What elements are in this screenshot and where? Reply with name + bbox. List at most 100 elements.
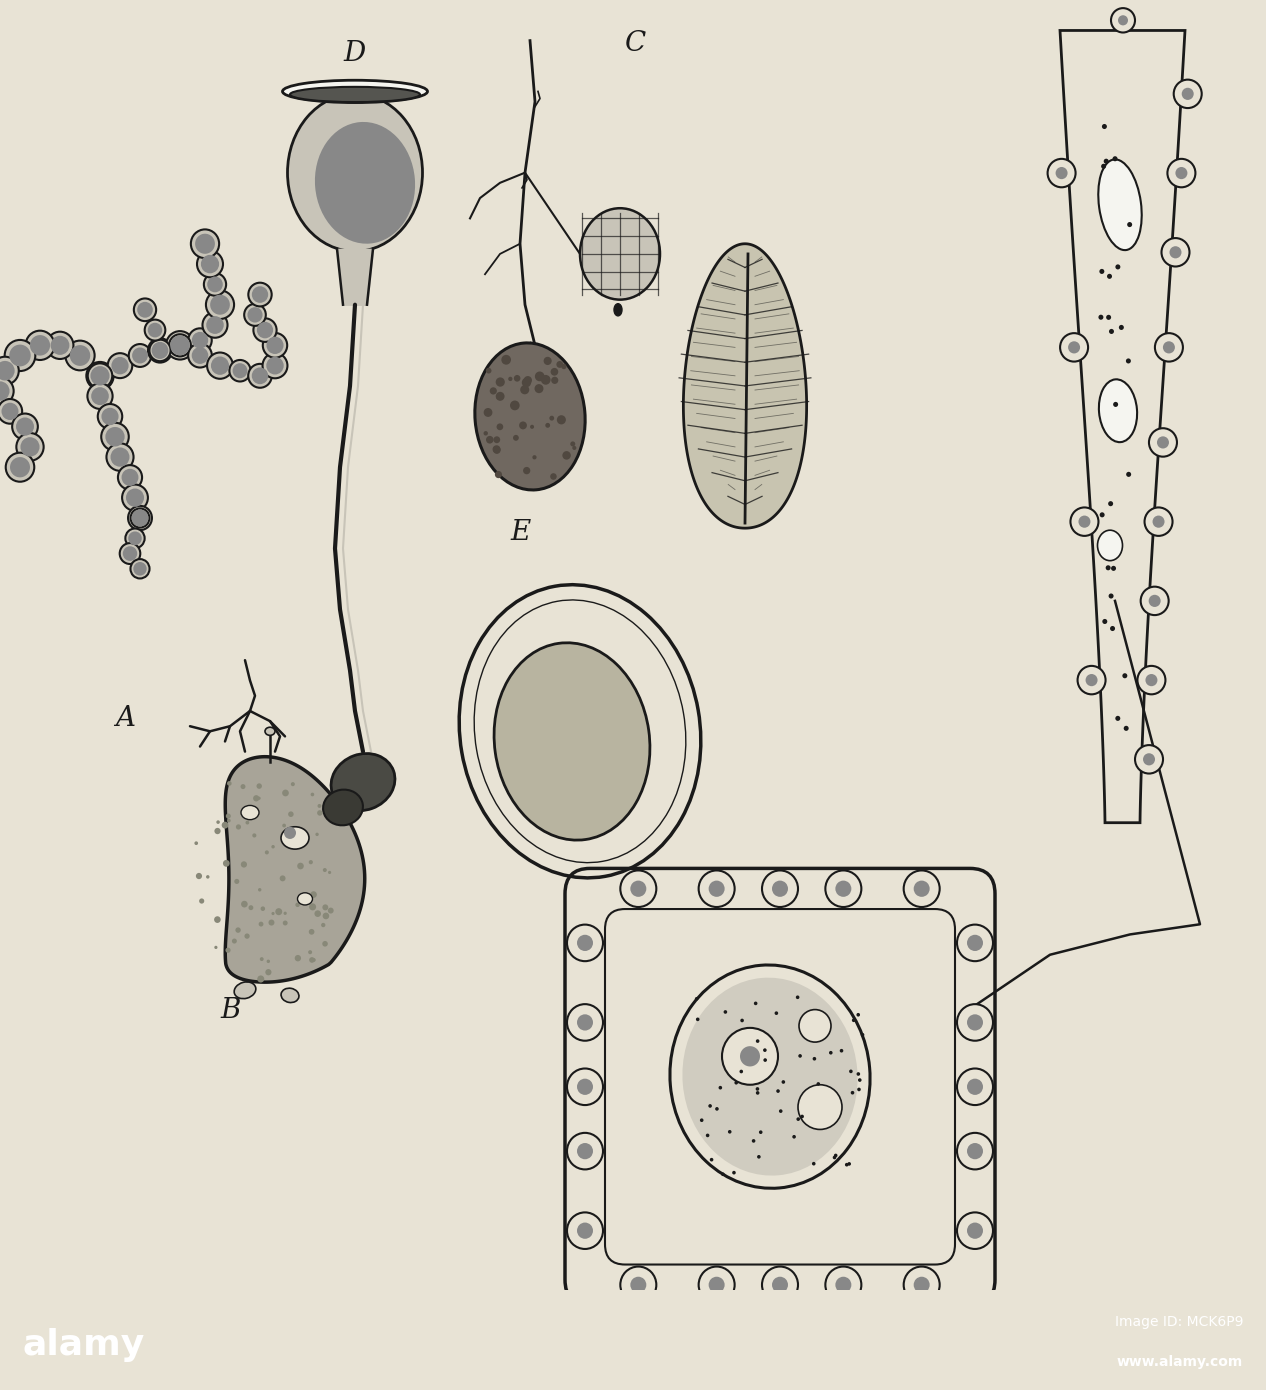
Circle shape	[118, 466, 142, 489]
Circle shape	[275, 908, 282, 915]
Circle shape	[289, 812, 294, 817]
Circle shape	[263, 334, 287, 357]
Circle shape	[284, 912, 287, 915]
Circle shape	[829, 1051, 833, 1055]
Circle shape	[756, 1087, 760, 1091]
Circle shape	[849, 1069, 853, 1073]
Circle shape	[208, 353, 233, 379]
Circle shape	[1127, 222, 1132, 227]
Circle shape	[295, 902, 300, 908]
Polygon shape	[684, 243, 806, 528]
Circle shape	[51, 336, 70, 354]
Circle shape	[16, 417, 34, 435]
Circle shape	[1175, 167, 1188, 179]
Circle shape	[1123, 673, 1127, 678]
Circle shape	[799, 1009, 830, 1042]
Ellipse shape	[265, 727, 275, 735]
Circle shape	[1112, 8, 1136, 32]
Circle shape	[836, 881, 851, 897]
Circle shape	[257, 322, 273, 338]
Circle shape	[852, 1019, 856, 1022]
Circle shape	[1099, 314, 1104, 320]
Circle shape	[577, 1223, 592, 1238]
Circle shape	[90, 366, 110, 385]
Ellipse shape	[281, 827, 309, 849]
Circle shape	[496, 395, 500, 399]
Circle shape	[133, 512, 147, 524]
Circle shape	[1109, 594, 1114, 599]
Circle shape	[508, 377, 513, 381]
Circle shape	[1060, 334, 1087, 361]
Circle shape	[734, 1081, 738, 1084]
Circle shape	[260, 958, 263, 960]
Circle shape	[241, 862, 247, 867]
Circle shape	[1047, 158, 1076, 188]
Circle shape	[492, 445, 500, 453]
Circle shape	[567, 1004, 603, 1041]
Circle shape	[772, 1277, 787, 1293]
Circle shape	[291, 783, 295, 787]
Circle shape	[87, 363, 113, 388]
Circle shape	[1103, 619, 1108, 624]
Circle shape	[1118, 15, 1128, 25]
Ellipse shape	[287, 95, 423, 252]
Circle shape	[630, 1277, 647, 1293]
Circle shape	[328, 908, 334, 913]
Circle shape	[262, 353, 287, 378]
Circle shape	[201, 254, 219, 274]
Circle shape	[577, 1143, 592, 1159]
Circle shape	[1079, 516, 1090, 528]
Circle shape	[310, 792, 314, 796]
Circle shape	[229, 360, 251, 381]
Circle shape	[110, 448, 129, 467]
Circle shape	[904, 1266, 939, 1302]
Circle shape	[315, 833, 319, 835]
Circle shape	[858, 1079, 862, 1081]
Circle shape	[120, 543, 141, 564]
Circle shape	[856, 1013, 860, 1016]
Circle shape	[170, 334, 191, 356]
Circle shape	[149, 339, 171, 361]
Circle shape	[47, 332, 73, 359]
Circle shape	[556, 361, 563, 368]
Circle shape	[800, 1115, 804, 1119]
Circle shape	[914, 881, 929, 897]
Circle shape	[753, 1002, 757, 1005]
Circle shape	[252, 286, 268, 303]
Circle shape	[225, 948, 230, 954]
Circle shape	[957, 1069, 993, 1105]
Circle shape	[728, 1130, 732, 1134]
Circle shape	[812, 1162, 815, 1165]
Circle shape	[125, 528, 144, 548]
Circle shape	[763, 1058, 767, 1062]
Circle shape	[486, 368, 491, 374]
Circle shape	[295, 955, 301, 962]
Ellipse shape	[234, 981, 256, 998]
Circle shape	[5, 341, 35, 371]
Circle shape	[825, 1266, 861, 1302]
Text: C: C	[625, 29, 646, 57]
Circle shape	[719, 1086, 722, 1090]
Circle shape	[1069, 342, 1080, 353]
Circle shape	[1104, 158, 1109, 164]
Circle shape	[266, 336, 284, 354]
Circle shape	[265, 851, 268, 855]
Ellipse shape	[282, 81, 428, 103]
Circle shape	[1085, 674, 1098, 687]
Circle shape	[91, 367, 109, 385]
Circle shape	[699, 870, 734, 908]
Circle shape	[191, 348, 209, 364]
Ellipse shape	[298, 892, 313, 905]
Circle shape	[561, 364, 566, 370]
Circle shape	[211, 356, 229, 375]
Circle shape	[781, 1080, 785, 1084]
Ellipse shape	[682, 977, 857, 1176]
Circle shape	[630, 881, 647, 897]
Circle shape	[763, 1048, 767, 1052]
Circle shape	[1101, 124, 1106, 129]
Circle shape	[494, 436, 500, 443]
Circle shape	[271, 912, 275, 915]
Circle shape	[323, 913, 329, 919]
Circle shape	[227, 781, 232, 785]
Circle shape	[967, 1079, 982, 1095]
